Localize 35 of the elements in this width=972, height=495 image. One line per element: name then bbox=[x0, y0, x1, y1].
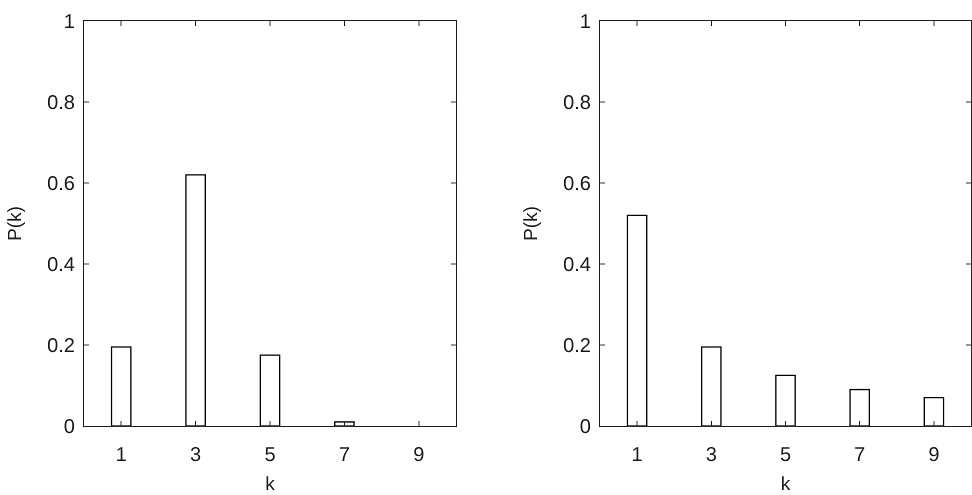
bar bbox=[775, 374, 796, 426]
y-tick-label: 0.8 bbox=[47, 92, 75, 114]
bar bbox=[849, 388, 870, 426]
x-tick-label: 7 bbox=[854, 444, 866, 466]
y-tick-label: 1 bbox=[64, 11, 75, 33]
y-tick-label: 0.4 bbox=[563, 254, 591, 276]
bar bbox=[701, 346, 722, 426]
x-axis-title: k bbox=[265, 474, 276, 495]
x-tick-label: 7 bbox=[338, 444, 350, 466]
y-tick-label: 0.6 bbox=[563, 173, 591, 195]
y-axis-title: P(k) bbox=[4, 206, 26, 241]
bar bbox=[626, 214, 648, 426]
x-axis-title: k bbox=[780, 474, 791, 495]
y-tick-label: 0 bbox=[64, 416, 75, 438]
y-tick-label: 1 bbox=[580, 11, 591, 33]
x-tick-label: 5 bbox=[264, 444, 276, 466]
y-tick-label: 0.2 bbox=[563, 335, 591, 357]
y-tick-label: 0.6 bbox=[47, 173, 75, 195]
y-axis-title: P(k) bbox=[520, 206, 542, 241]
y-tick-label: 0.2 bbox=[47, 335, 75, 357]
bar bbox=[924, 397, 944, 426]
x-tick-label: 9 bbox=[413, 444, 424, 466]
y-tick-label: 0.8 bbox=[563, 92, 591, 114]
x-tick-label: 5 bbox=[780, 444, 792, 466]
x-tick-label: 3 bbox=[190, 444, 202, 466]
bar bbox=[260, 354, 280, 426]
bar bbox=[334, 421, 355, 426]
x-tick-label: 9 bbox=[928, 444, 940, 466]
y-tick-label: 0.4 bbox=[47, 254, 75, 276]
x-tick-label: 1 bbox=[116, 444, 127, 466]
bar bbox=[110, 346, 132, 426]
x-tick-label: 1 bbox=[632, 444, 643, 466]
x-tick-label: 3 bbox=[706, 444, 717, 466]
bar bbox=[185, 174, 206, 426]
y-tick-label: 0 bbox=[580, 416, 591, 438]
